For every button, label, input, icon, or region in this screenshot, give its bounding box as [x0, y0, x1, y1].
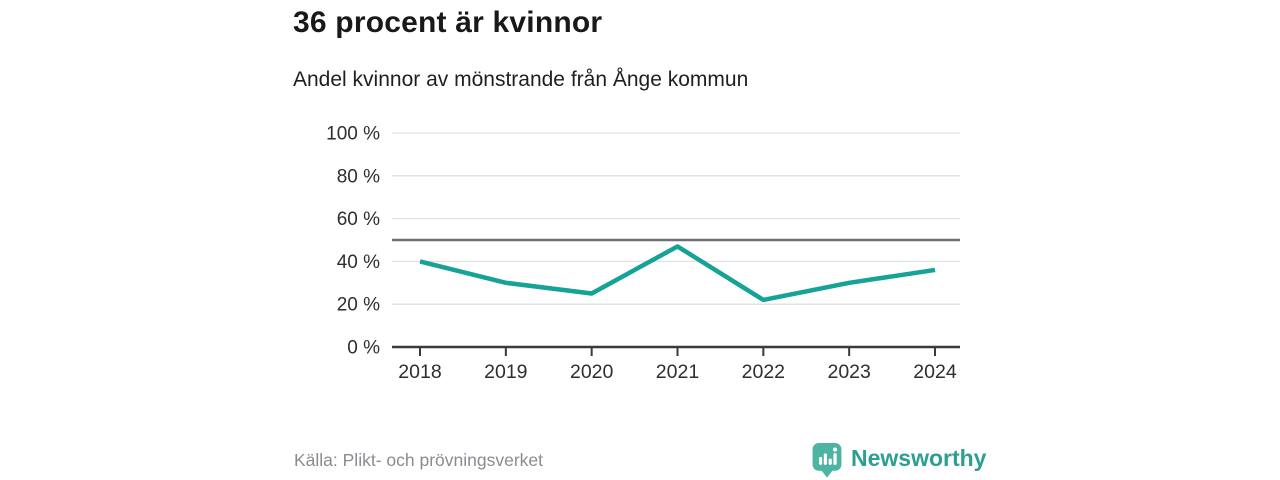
chart-title: 36 procent är kvinnor — [293, 6, 603, 39]
y-tick-label: 100 % — [326, 124, 380, 145]
line-chart: 0 % 20 % 40 % 60 % 80 % 100 % 2018 2019 2020 2021… — [320, 118, 980, 390]
x-tick-label: 2021 — [656, 361, 699, 383]
newsworthy-logo-icon — [812, 443, 842, 478]
y-tick-label: 60 % — [337, 209, 380, 230]
x-tick-label: 2023 — [827, 361, 870, 383]
line-chart-svg: 0 % 20 % 40 % 60 % 80 % 100 % 2018 2019 2020 2021… — [326, 124, 960, 383]
y-tick-label: 20 % — [337, 295, 380, 316]
x-tick-label: 2024 — [913, 361, 957, 383]
chart-subtitle: Andel kvinnor av mönstrande från Ånge ko… — [293, 68, 749, 91]
y-tick-label: 40 % — [337, 252, 380, 273]
y-tick-label: 0 % — [347, 338, 380, 359]
newsworthy-logo: Newsworthy — [812, 443, 986, 478]
x-tick-label: 2018 — [398, 361, 441, 383]
newsworthy-logo-text: Newsworthy — [851, 445, 987, 471]
y-tick-label: 80 % — [337, 166, 380, 187]
x-tick-label: 2020 — [570, 361, 614, 383]
data-line — [419, 244, 936, 303]
source-note: Källa: Plikt- och prövningsverket — [294, 450, 543, 470]
x-tick-label: 2019 — [484, 361, 527, 383]
x-tick-label: 2022 — [742, 361, 785, 383]
